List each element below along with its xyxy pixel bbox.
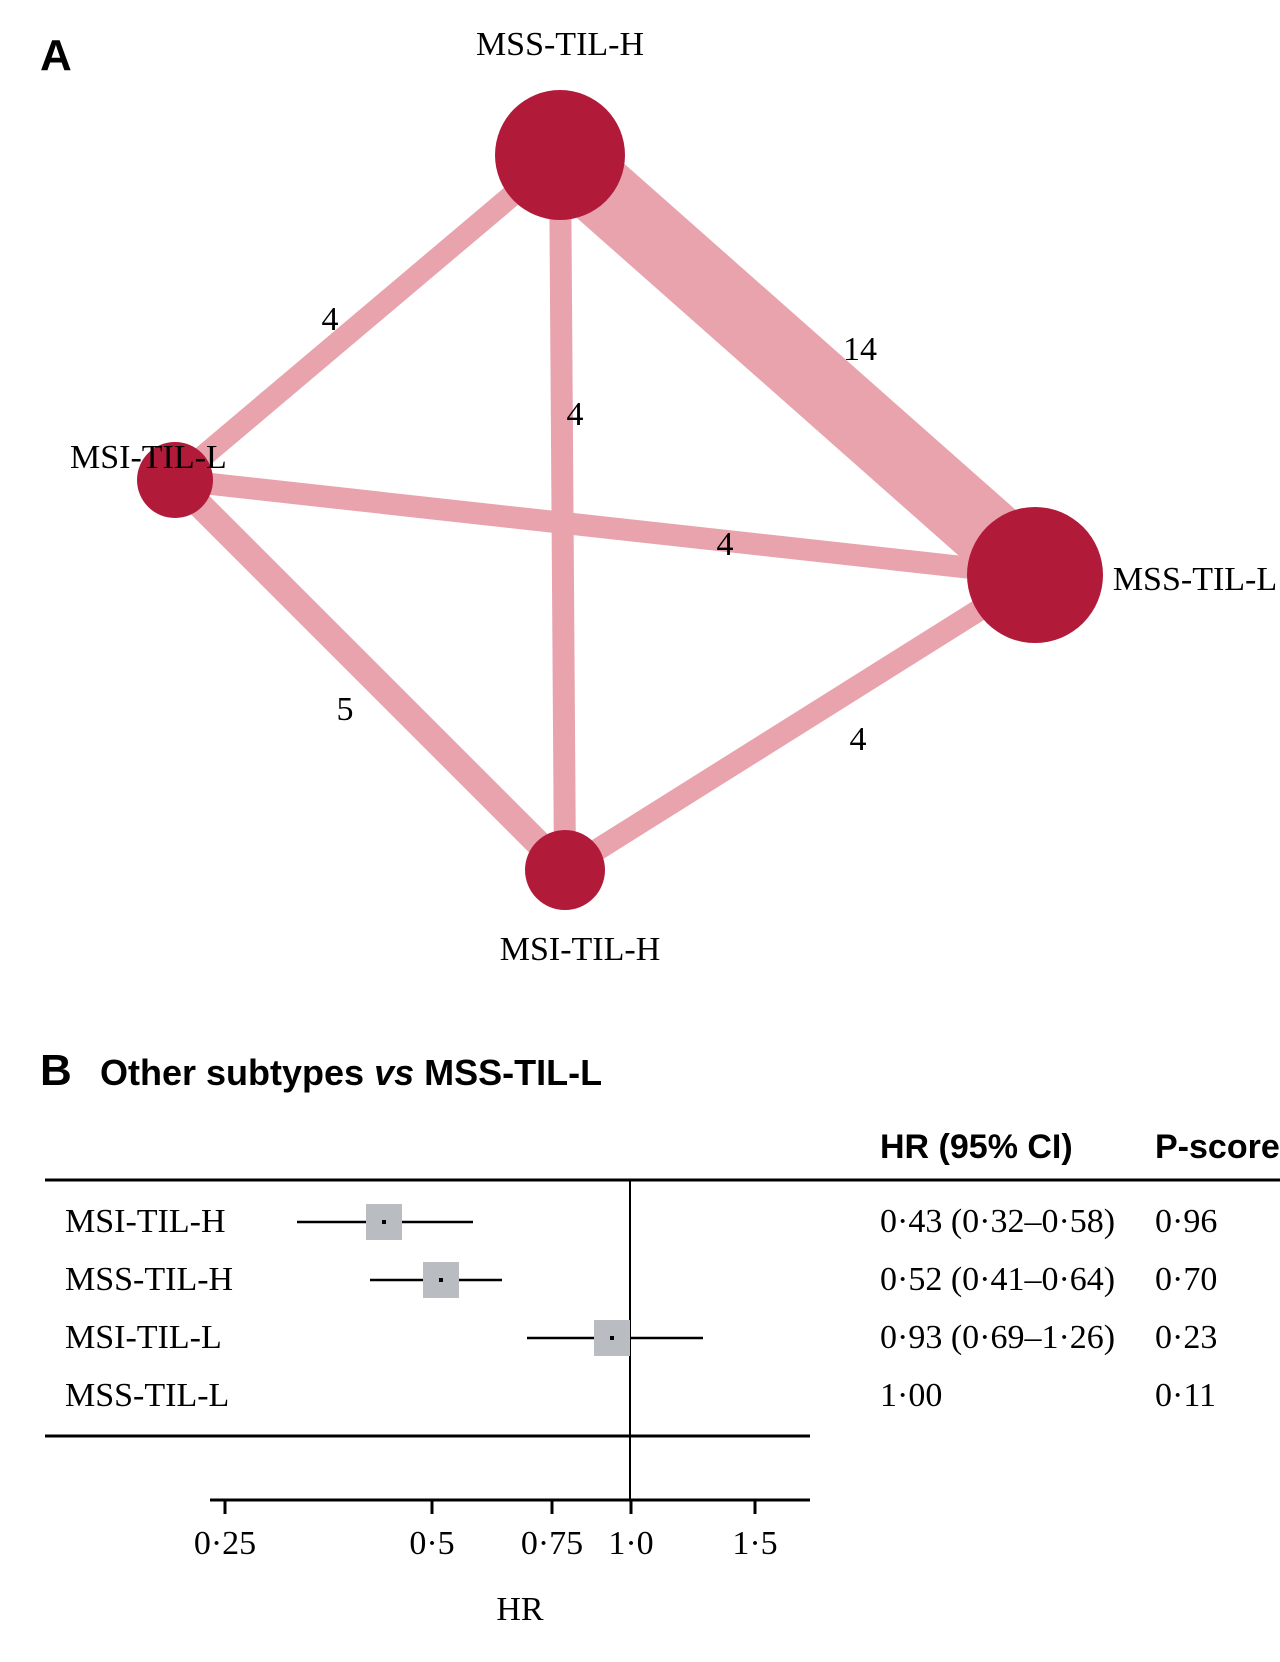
panel-b-label: B: [40, 1046, 72, 1095]
panel-b-forest: MSI-TIL-H 0·43 (0·32–0·58) 0·96 MSS-TIL-H 0·…: [45, 1180, 1280, 1628]
network-edge-label: 4: [850, 721, 867, 758]
network-edge-label: 4: [717, 526, 734, 563]
panel-b-title-part1: Other subtypes: [100, 1052, 374, 1093]
network-node-label: MSI-TIL-L: [70, 439, 227, 476]
forest-row-label: MSS-TIL-L: [65, 1377, 229, 1414]
forest-pscore-value: 0·70: [1155, 1261, 1217, 1298]
forest-pscore-value: 0·96: [1155, 1203, 1217, 1240]
forest-hr-ci-value: 0·52 (0·41–0·64): [880, 1261, 1115, 1298]
forest-pscore-value: 0·11: [1155, 1377, 1216, 1414]
network-edge: [560, 155, 1035, 575]
network-node: [495, 90, 625, 220]
network-node-label: MSS-TIL-L: [1113, 561, 1277, 598]
network-edge: [175, 480, 565, 870]
panel-b-title-part2: MSS-TIL-L: [414, 1052, 602, 1093]
forest-axis-tick-label: 1·5: [732, 1525, 777, 1562]
panel-b-title-vs: vs: [374, 1052, 414, 1093]
network-edge: [565, 575, 1035, 870]
network-edge-label: 4: [567, 396, 584, 433]
network-edge-label: 4: [322, 301, 339, 338]
forest-axis-tick-label: 1·0: [608, 1525, 653, 1562]
forest-point-dot: [610, 1336, 614, 1340]
forest-point-dot: [439, 1278, 443, 1282]
forest-row-label: MSI-TIL-L: [65, 1319, 222, 1356]
forest-hr-ci-value: 0·93 (0·69–1·26): [880, 1319, 1115, 1356]
forest-axis-tick-label: 0·25: [194, 1525, 256, 1562]
network-edge-label: 5: [337, 691, 354, 728]
figure-svg: A 4414454MSS-TIL-HMSS-TIL-LMSI-TIL-HMSI-…: [0, 0, 1280, 1662]
forest-pscore-value: 0·23: [1155, 1319, 1217, 1356]
network-node: [525, 830, 605, 910]
forest-axis-tick-label: 0·75: [521, 1525, 583, 1562]
network-node: [967, 507, 1103, 643]
forest-row-label: MSS-TIL-H: [65, 1261, 233, 1298]
network-node-label: MSS-TIL-H: [476, 26, 644, 63]
network-edge: [175, 155, 560, 480]
col-header-pscore: P-score: [1155, 1128, 1280, 1166]
col-header-hr-ci: HR (95% CI): [880, 1128, 1073, 1166]
network-node-label: MSI-TIL-H: [500, 931, 661, 968]
panel-a-network: 4 4 14 4 5 4 MSS-TIL-H MSS-TIL-L MSI-TIL-H MSI-TI…: [70, 26, 1277, 968]
panel-a-label: A: [40, 31, 72, 80]
forest-row-label: MSI-TIL-H: [65, 1203, 226, 1240]
page: A 4414454MSS-TIL-HMSS-TIL-LMSI-TIL-HMSI-…: [0, 0, 1280, 1662]
forest-point-dot: [382, 1220, 386, 1224]
forest-hr-ci-value: 0·43 (0·32–0·58): [880, 1203, 1115, 1240]
panel-b-title: Other subtypes vs MSS-TIL-L: [100, 1052, 602, 1093]
forest-hr-ci-value: 1·00: [880, 1377, 942, 1414]
forest-axis-label: HR: [496, 1591, 544, 1628]
forest-axis-tick-label: 0·5: [409, 1525, 454, 1562]
network-edge-label: 14: [843, 331, 877, 368]
